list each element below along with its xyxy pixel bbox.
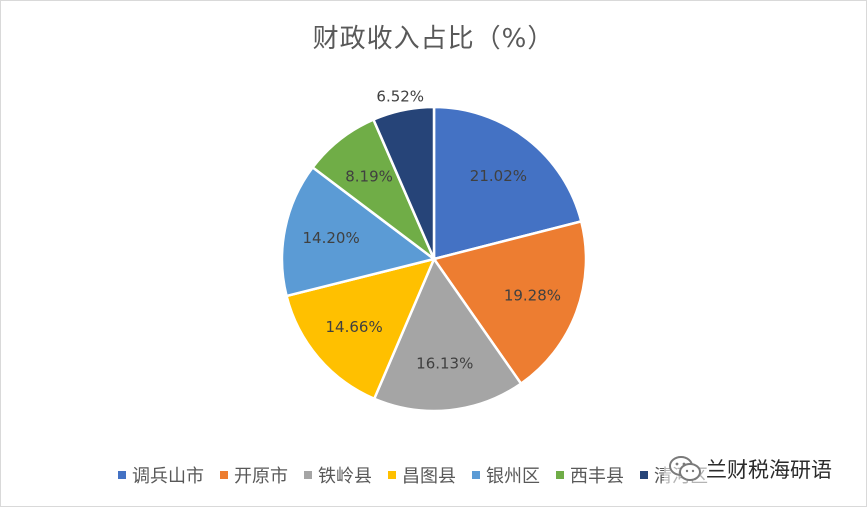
- legend-swatch: [640, 471, 648, 479]
- pie-slice-3: [372, 256, 523, 413]
- legend-swatch: [304, 471, 312, 479]
- watermark-text: 兰财税海研语: [706, 458, 832, 482]
- legend-swatch: [388, 471, 396, 479]
- slice-data-label-5: 14.20%: [303, 229, 360, 247]
- slice-data-label-1: 21.02%: [470, 167, 527, 185]
- legend-label: 西丰县: [570, 466, 624, 487]
- legend-label: 铁岭县: [318, 466, 372, 487]
- legend-item: 铁岭县: [304, 462, 372, 488]
- pie-slice-7: [371, 105, 436, 260]
- legend-label: 开原市: [234, 466, 288, 487]
- legend-item: 开原市: [220, 462, 288, 488]
- chart-legend: 调兵山市开原市铁岭县昌图县银州区西丰县清河区: [118, 462, 724, 488]
- slice-data-label-6: 8.19%: [345, 168, 393, 186]
- pie-slice-4: [285, 257, 437, 401]
- legend-item: 调兵山市: [118, 462, 204, 488]
- legend-item: 西丰县: [556, 462, 624, 488]
- legend-label: 调兵山市: [132, 466, 204, 487]
- pie-slice-1: [432, 105, 583, 261]
- legend-item: 昌图县: [388, 462, 456, 488]
- slice-data-label-2: 19.28%: [504, 287, 561, 305]
- pie-slice-5: [280, 165, 437, 298]
- wechat-icon: [669, 456, 701, 481]
- legend-swatch: [556, 471, 564, 479]
- legend-swatch: [472, 471, 480, 479]
- pie-slice-2: [431, 219, 588, 386]
- legend-swatch: [220, 471, 228, 479]
- legend-swatch: [118, 471, 126, 479]
- legend-label: 银州区: [486, 466, 540, 487]
- chart-title: 财政收入占比（%）: [312, 24, 555, 54]
- watermark: 兰财税海研语: [664, 452, 836, 486]
- slice-data-label-3: 16.13%: [416, 354, 473, 372]
- legend-item: 银州区: [472, 462, 540, 488]
- slice-data-label-4: 14.66%: [326, 318, 383, 336]
- slice-data-label-7: 6.52%: [376, 87, 424, 105]
- legend-label: 昌图县: [402, 466, 456, 487]
